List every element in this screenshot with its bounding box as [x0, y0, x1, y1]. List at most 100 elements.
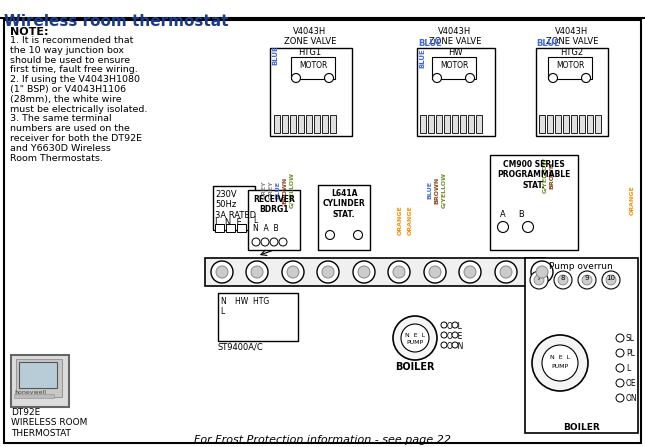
Text: CM900 SERIES
PROGRAMMABLE
STAT.: CM900 SERIES PROGRAMMABLE STAT. — [497, 160, 571, 190]
Text: NOTE:: NOTE: — [10, 27, 48, 37]
Text: G/YELLOW: G/YELLOW — [542, 157, 548, 193]
Text: MOTOR: MOTOR — [440, 61, 468, 70]
Bar — [306, 115, 312, 133]
Bar — [318, 185, 370, 250]
Text: 21: 21 — [22, 365, 43, 380]
Circle shape — [441, 332, 447, 338]
Bar — [282, 115, 288, 133]
Text: should be used to ensure: should be used to ensure — [10, 55, 130, 65]
Bar — [19, 362, 57, 388]
Text: HW  HTG: HW HTG — [235, 297, 269, 306]
Text: ST9400A/C: ST9400A/C — [218, 343, 264, 352]
Bar — [226, 224, 235, 232]
Circle shape — [500, 266, 512, 278]
Text: 9: 9 — [585, 275, 590, 281]
Text: Room Thermostats.: Room Thermostats. — [10, 154, 103, 163]
Text: G/YELLOW: G/YELLOW — [441, 172, 446, 208]
Bar — [468, 115, 474, 133]
Circle shape — [441, 322, 447, 328]
Text: Pump overrun: Pump overrun — [549, 262, 613, 271]
Text: 3: 3 — [290, 267, 295, 276]
Text: BLUE: BLUE — [428, 181, 433, 199]
Text: BOILER: BOILER — [395, 362, 435, 372]
Bar — [314, 115, 320, 133]
Text: PL: PL — [626, 349, 635, 358]
Circle shape — [534, 275, 544, 285]
Bar — [579, 115, 585, 133]
Bar — [218, 293, 298, 341]
Text: 8: 8 — [468, 267, 472, 276]
Circle shape — [441, 342, 447, 348]
Bar — [270, 48, 352, 136]
Circle shape — [393, 266, 405, 278]
Text: 230V
50Hz
3A RATED: 230V 50Hz 3A RATED — [215, 190, 256, 220]
Circle shape — [616, 394, 624, 402]
Text: N
L: N L — [220, 297, 226, 316]
Circle shape — [251, 266, 263, 278]
Circle shape — [261, 238, 269, 246]
Circle shape — [401, 324, 429, 352]
Text: and Y6630D Wireless: and Y6630D Wireless — [10, 144, 111, 153]
Bar — [548, 57, 592, 79]
Text: L: L — [626, 364, 630, 373]
Bar — [417, 48, 495, 136]
Circle shape — [466, 73, 475, 83]
Circle shape — [548, 73, 557, 83]
Text: Wireless room thermostat: Wireless room thermostat — [4, 14, 228, 29]
Bar — [563, 115, 569, 133]
Text: BLUE: BLUE — [536, 39, 560, 48]
Circle shape — [393, 316, 437, 360]
Text: RECEIVER
BDRG1: RECEIVER BDRG1 — [253, 195, 295, 215]
Bar — [16, 359, 62, 397]
Text: 10: 10 — [537, 267, 547, 276]
Bar — [460, 115, 466, 133]
Text: N  E  L: N E L — [405, 333, 425, 338]
Circle shape — [388, 261, 410, 283]
Bar — [436, 115, 442, 133]
Text: 6: 6 — [397, 267, 401, 276]
Text: (28mm), the white wire: (28mm), the white wire — [10, 95, 122, 104]
Bar — [555, 115, 561, 133]
Text: first time, fault free wiring.: first time, fault free wiring. — [10, 65, 138, 74]
Circle shape — [252, 238, 260, 246]
Circle shape — [582, 275, 592, 285]
Text: 7: 7 — [433, 267, 437, 276]
Text: (1" BSP) or V4043H1106: (1" BSP) or V4043H1106 — [10, 85, 126, 94]
Bar — [11, 355, 69, 407]
Circle shape — [606, 275, 616, 285]
Bar — [420, 115, 426, 133]
Text: BLUE: BLUE — [272, 45, 278, 65]
Text: honeywell: honeywell — [14, 390, 46, 395]
Text: PUMP: PUMP — [406, 340, 424, 345]
Text: L: L — [253, 216, 257, 225]
Circle shape — [353, 231, 362, 240]
Circle shape — [464, 266, 476, 278]
Bar — [476, 115, 482, 133]
Bar — [539, 115, 545, 133]
Text: For Frost Protection information - see page 22: For Frost Protection information - see p… — [195, 435, 452, 445]
Text: DT92E
WIRELESS ROOM
THERMOSTAT: DT92E WIRELESS ROOM THERMOSTAT — [11, 408, 87, 438]
Text: BROWN: BROWN — [550, 161, 555, 189]
Circle shape — [326, 231, 335, 240]
Circle shape — [532, 335, 588, 391]
Text: 7: 7 — [537, 275, 541, 281]
Text: G/YELLOW: G/YELLOW — [290, 172, 295, 208]
Text: 1: 1 — [220, 267, 224, 276]
Bar — [215, 224, 224, 232]
Circle shape — [558, 275, 568, 285]
Bar — [290, 115, 296, 133]
Text: 9: 9 — [504, 267, 508, 276]
Bar — [525, 258, 638, 433]
Circle shape — [287, 266, 299, 278]
Text: receiver for both the DT92E: receiver for both the DT92E — [10, 134, 142, 143]
Text: 2. If using the V4043H1080: 2. If using the V4043H1080 — [10, 75, 140, 84]
Circle shape — [246, 261, 268, 283]
Circle shape — [270, 238, 278, 246]
Bar — [291, 57, 335, 79]
Text: O  N: O N — [447, 342, 463, 351]
Text: the 10 way junction box: the 10 way junction box — [10, 46, 124, 55]
Circle shape — [578, 271, 596, 289]
Circle shape — [536, 266, 548, 278]
Text: °: ° — [33, 365, 39, 375]
Bar — [595, 115, 601, 133]
